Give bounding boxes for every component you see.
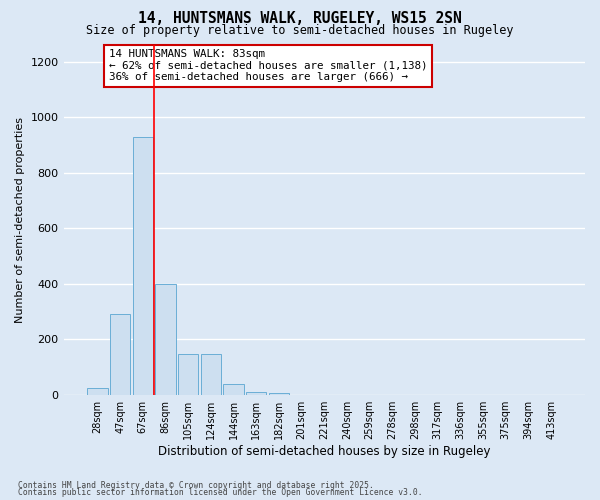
Y-axis label: Number of semi-detached properties: Number of semi-detached properties xyxy=(15,117,25,323)
Text: Contains public sector information licensed under the Open Government Licence v3: Contains public sector information licen… xyxy=(18,488,422,497)
Bar xyxy=(223,384,244,394)
Bar xyxy=(178,354,199,395)
X-axis label: Distribution of semi-detached houses by size in Rugeley: Distribution of semi-detached houses by … xyxy=(158,444,491,458)
Text: 14 HUNTSMANS WALK: 83sqm
← 62% of semi-detached houses are smaller (1,138)
36% o: 14 HUNTSMANS WALK: 83sqm ← 62% of semi-d… xyxy=(109,49,427,82)
Bar xyxy=(110,314,130,394)
Bar xyxy=(200,354,221,395)
Text: Size of property relative to semi-detached houses in Rugeley: Size of property relative to semi-detach… xyxy=(86,24,514,37)
Bar xyxy=(87,388,107,394)
Bar xyxy=(133,136,153,394)
Text: 14, HUNTSMANS WALK, RUGELEY, WS15 2SN: 14, HUNTSMANS WALK, RUGELEY, WS15 2SN xyxy=(138,11,462,26)
Text: Contains HM Land Registry data © Crown copyright and database right 2025.: Contains HM Land Registry data © Crown c… xyxy=(18,480,374,490)
Bar xyxy=(155,284,176,395)
Bar xyxy=(246,392,266,394)
